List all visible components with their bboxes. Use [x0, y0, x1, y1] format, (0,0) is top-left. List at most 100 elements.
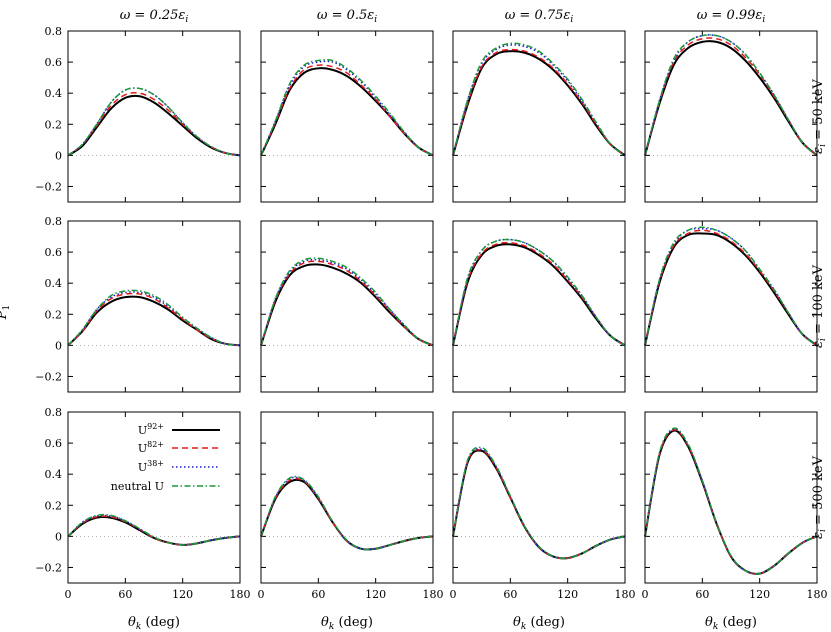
legend-label: U82+: [138, 440, 164, 455]
row-label: εi = 50 keV: [811, 79, 828, 154]
legend-entry: U82+: [138, 440, 220, 455]
series-line-0: [67, 295, 241, 347]
x-tick-label: 0: [642, 588, 649, 601]
y-tick-label: −0.2: [35, 561, 62, 574]
x-tick-label: 0: [258, 588, 265, 601]
series-line-1: [67, 92, 241, 157]
x-axis-label-main: θ: [513, 615, 521, 630]
panel-frame: [452, 411, 626, 584]
column-title-main: ω = 0.25ε: [120, 8, 186, 23]
series-line-2: [67, 514, 241, 546]
legend-label-superscript: 92+: [147, 422, 164, 431]
y-axis-label-main: P: [0, 310, 10, 320]
y-axis-label: P1: [0, 305, 12, 320]
legend-label-base: U: [138, 461, 147, 474]
y-tick-label: 0: [55, 149, 62, 162]
y-tick-label: 0.4: [45, 277, 63, 290]
series-line-3: [452, 238, 626, 347]
x-tick-label: 60: [503, 588, 517, 601]
x-tick-label: 60: [695, 588, 709, 601]
series-line-2: [644, 227, 818, 346]
x-tick-label: 120: [749, 588, 770, 601]
series-line-1: [644, 37, 818, 156]
series-line-3: [260, 59, 434, 157]
panel-r0-c2: [452, 30, 626, 203]
series-line-0: [452, 243, 626, 347]
legend-label: neutral U: [111, 480, 164, 493]
legend-entry: U92+: [138, 422, 220, 437]
x-axis-label-unit: (deg): [141, 615, 180, 630]
column-title-subscript: i: [570, 15, 573, 25]
series-line-3: [67, 87, 241, 157]
series-line-1: [67, 515, 241, 546]
y-tick-label: 0.6: [45, 56, 63, 69]
series-line-0: [644, 232, 818, 347]
y-tick-label: 0.2: [45, 499, 63, 512]
column-title-main: ω = 0.99ε: [697, 8, 763, 23]
panel-grid: −0.200.20.40.60.8−0.200.20.40.60.8−0.200…: [35, 25, 827, 601]
x-axis-label-main: θ: [128, 615, 136, 630]
legend: U92+U82+U38+neutral U: [111, 422, 220, 493]
panel-frame: [260, 30, 434, 203]
panel-r2-c3: 0 60 120 180: [642, 411, 828, 601]
row-label-value: = 500 keV: [811, 455, 826, 529]
series-line-0: [644, 429, 818, 575]
x-axis-label: θk (deg): [321, 615, 373, 632]
x-axis-label-subscript: k: [713, 622, 718, 632]
series-line-3: [644, 427, 818, 575]
x-axis-label-unit: (deg): [334, 615, 373, 630]
row-label: εi = 500 keV: [811, 455, 828, 539]
row-label-symbol: ε: [811, 532, 826, 539]
series-line-0: [260, 67, 434, 157]
y-tick-label: 0.4: [45, 87, 63, 100]
row-label-symbol: ε: [811, 147, 826, 154]
y-tick-label: −0.2: [35, 370, 62, 383]
series-line-3: [260, 257, 434, 347]
series-line-0: [452, 449, 626, 560]
y-tick-label: 0.8: [45, 25, 63, 38]
row-label-symbol: ε: [811, 341, 826, 348]
series-line-1: [452, 241, 626, 347]
row-label-value: = 50 keV: [811, 79, 826, 144]
x-axis-label-unit: (deg): [718, 615, 757, 630]
series-line-1: [260, 64, 434, 157]
panel-r1-c3: [644, 220, 818, 393]
y-tick-label: 0.6: [45, 246, 63, 259]
row-label: εi = 100 keV: [811, 264, 828, 348]
column-title-subscript: i: [185, 15, 188, 25]
panel-r0-c3: [644, 30, 818, 203]
series-line-3: [67, 289, 241, 347]
row-label-subscript: i: [818, 144, 828, 147]
row-label-value: = 100 keV: [811, 264, 826, 338]
x-tick-label: 120: [365, 588, 386, 601]
y-tick-label: 0.2: [45, 118, 63, 131]
series-line-1: [260, 477, 434, 551]
column-title: ω = 0.75εi: [505, 8, 574, 25]
column-titles: ω = 0.25εi ω = 0.5εi ω = 0.75εi ω = 0.99εi: [120, 8, 766, 25]
x-tick-label: 120: [557, 588, 578, 601]
y-tick-label: 0.4: [45, 468, 63, 481]
panel-frame: [67, 411, 241, 584]
panel-frame: [644, 30, 818, 203]
x-tick-label: 180: [230, 588, 251, 601]
series-line-0: [67, 516, 241, 546]
y-tick-label: 0.6: [45, 437, 63, 450]
legend-entry: U38+: [138, 459, 220, 474]
panel-r0-c1: [260, 30, 434, 203]
x-axis-label-main: θ: [321, 615, 329, 630]
column-title-subscript: i: [762, 15, 765, 25]
panel-r0-c0: −0.2 0 0.2 0.4 0.6 0.8: [35, 25, 241, 203]
legend-label-base: U: [138, 424, 147, 437]
series-line-1: [452, 48, 626, 156]
column-title-main: ω = 0.5ε: [317, 8, 374, 23]
series-line-3: [452, 42, 626, 156]
legend-label-base: U: [138, 442, 147, 455]
legend-label-superscript: 38+: [147, 459, 164, 468]
legend-label: U38+: [138, 459, 164, 474]
x-axis-label-subscript: k: [136, 622, 141, 632]
x-tick-label: 180: [423, 588, 444, 601]
panel-r2-c0: −0.2 0 0.2 0.4 0.6 0.8 0 60 120 180: [35, 406, 250, 601]
series-line-3: [644, 34, 818, 156]
x-axis-label: θk (deg): [513, 615, 565, 632]
